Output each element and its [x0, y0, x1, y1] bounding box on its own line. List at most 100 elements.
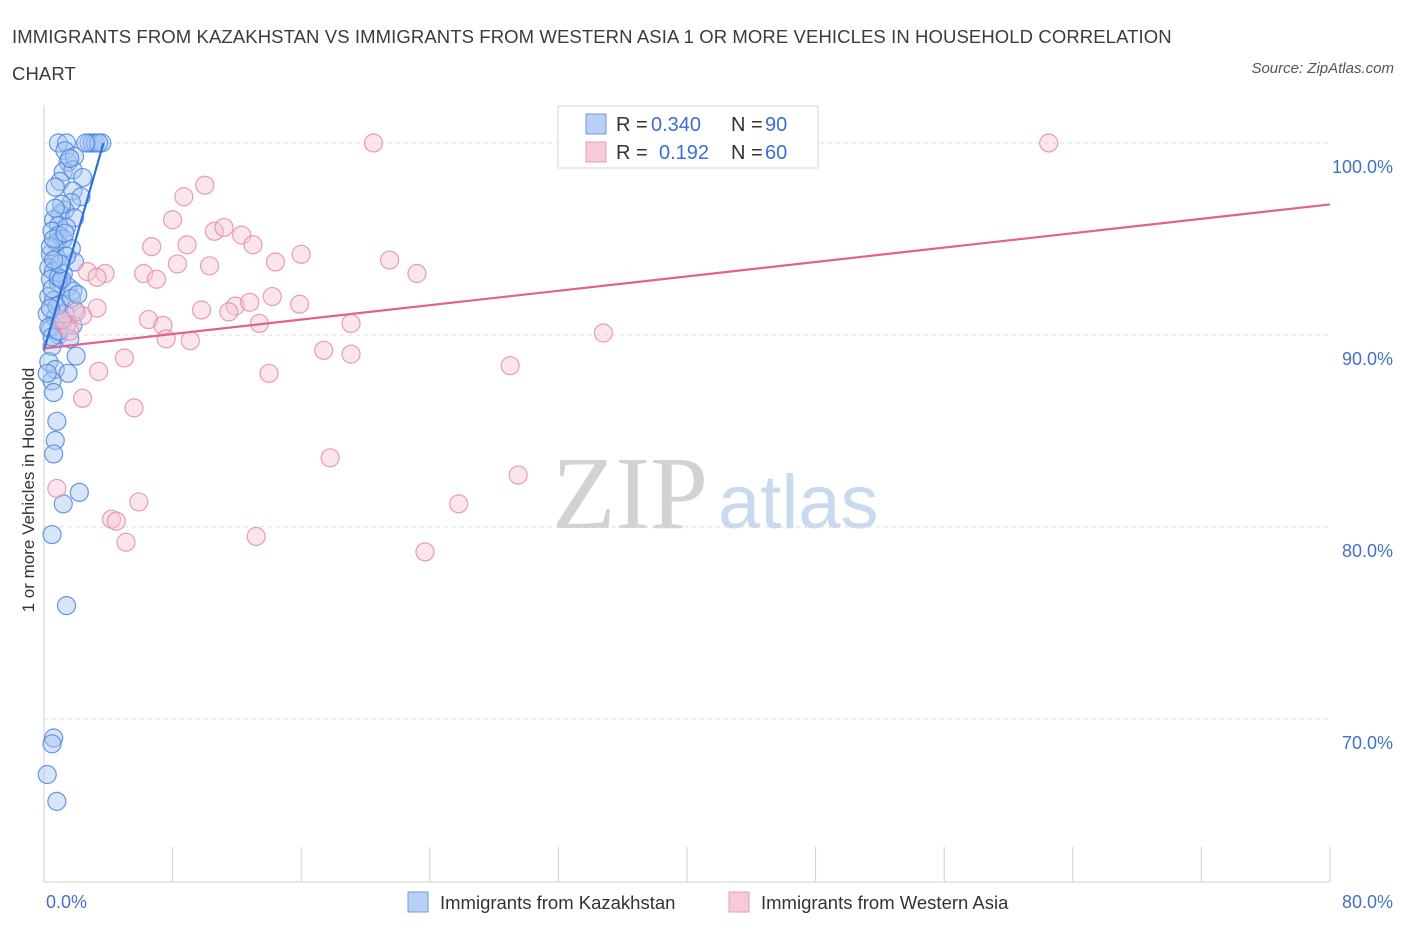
- data-point-western-asia: [199, 256, 220, 276]
- data-point-western-asia: [289, 294, 310, 314]
- data-point-kazakhstan: [44, 382, 64, 403]
- data-point-western-asia: [156, 329, 176, 349]
- data-point-western-asia: [449, 494, 469, 514]
- data-point-kazakhstan: [44, 444, 64, 464]
- data-point-kazakhstan: [56, 595, 77, 616]
- data-point-western-asia: [77, 261, 98, 282]
- legend-r-value-1: 0.340: [651, 114, 701, 136]
- legend-r-label-2: R =: [616, 142, 648, 164]
- y-tick-label-70: 70.0%: [1342, 733, 1393, 753]
- legend-swatch-blue: [585, 113, 607, 135]
- data-point-western-asia: [262, 286, 282, 307]
- x-tick-label-max: 80.0%: [1342, 892, 1393, 912]
- data-point-western-asia: [341, 344, 361, 364]
- legend-n-value-1: 90: [765, 114, 787, 136]
- data-point-western-asia: [177, 235, 197, 255]
- bottom-legend-label-western-asia: Immigrants from Western Asia: [761, 892, 1009, 913]
- y-axis-title: 1 or more Vehicles in Household: [19, 368, 38, 613]
- y-tick-label-80: 80.0%: [1342, 541, 1393, 561]
- data-point-western-asia: [219, 302, 239, 322]
- trend-line-western-asia: [43, 203, 1331, 350]
- data-point-western-asia: [167, 254, 188, 274]
- data-point-western-asia: [106, 511, 126, 531]
- legend-n-value-2: 60: [765, 142, 787, 164]
- data-point-western-asia: [204, 221, 224, 241]
- data-point-western-asia: [246, 526, 266, 547]
- data-point-western-asia: [214, 217, 234, 238]
- chart-title: IMMIGRANTS FROM KAZAKHSTAN VS IMMIGRANTS…: [12, 26, 1172, 84]
- data-point-western-asia: [415, 542, 435, 562]
- trend-line-kazakhstan: [42, 142, 105, 351]
- data-point-western-asia: [89, 361, 109, 382]
- data-point-western-asia: [243, 235, 263, 255]
- watermark-zip: ZIP: [552, 436, 708, 551]
- bottom-legend-swatch-blue: [407, 891, 429, 913]
- axes: 0.0% 80.0% 1 or more Vehicles in Household: [19, 105, 1393, 912]
- data-point-western-asia: [259, 363, 279, 383]
- data-point-kazakhstan: [55, 223, 75, 243]
- data-point-kazakhstan: [42, 734, 62, 754]
- x-tick-label-min: 0.0%: [46, 892, 87, 912]
- data-point-kazakhstan: [68, 285, 88, 305]
- data-point-western-asia: [320, 448, 340, 468]
- legend-r-value-2: 0.192: [659, 142, 709, 164]
- data-point-western-asia: [87, 267, 107, 287]
- bottom-legend-label-kazakhstan: Immigrants from Kazakhstan: [440, 892, 675, 913]
- bottom-legend-swatch-pink: [728, 891, 750, 913]
- data-point-western-asia: [291, 244, 311, 264]
- watermark-atlas: atlas: [718, 460, 879, 545]
- data-point-western-asia: [142, 237, 162, 257]
- source-label: Source: ZipAtlas.com: [1251, 60, 1394, 77]
- correlation-legend: R = 0.340 N = 90 R = 0.192 N = 60: [557, 105, 819, 169]
- y-tick-label-100: 100.0%: [1332, 157, 1393, 177]
- series-legend: Immigrants from Kazakhstan Immigrants fr…: [407, 891, 1009, 913]
- data-point-kazakhstan: [45, 177, 65, 197]
- legend-n-label-1: N =: [731, 114, 763, 136]
- data-point-western-asia: [47, 478, 67, 499]
- data-point-western-asia: [508, 465, 528, 485]
- data-point-kazakhstan: [71, 187, 91, 207]
- data-point-kazakhstan: [58, 363, 78, 383]
- data-point-western-asia: [114, 348, 134, 368]
- data-point-kazakhstan: [45, 198, 65, 218]
- data-point-kazakhstan: [44, 250, 64, 270]
- data-point-western-asia: [500, 356, 520, 376]
- data-point-kazakhstan: [48, 133, 69, 153]
- data-point-kazakhstan: [76, 133, 96, 153]
- data-point-western-asia: [72, 388, 93, 408]
- data-point-kazakhstan: [72, 167, 93, 188]
- data-point-kazakhstan: [42, 524, 62, 545]
- data-point-western-asia: [265, 252, 286, 272]
- watermark: ZIP atlas: [552, 436, 879, 551]
- data-point-kazakhstan: [37, 363, 57, 383]
- data-point-western-asia: [116, 532, 136, 552]
- y-tick-label-90: 90.0%: [1342, 349, 1393, 369]
- data-point-western-asia: [314, 340, 334, 360]
- data-point-western-asia: [363, 133, 384, 153]
- data-point-kazakhstan: [47, 411, 67, 431]
- data-point-western-asia: [180, 331, 200, 351]
- data-point-kazakhstan: [44, 229, 64, 249]
- data-point-western-asia: [191, 300, 212, 320]
- data-point-western-asia: [163, 210, 183, 230]
- legend-swatch-pink: [585, 141, 607, 163]
- data-point-western-asia: [195, 175, 215, 195]
- data-point-western-asia: [380, 250, 400, 270]
- data-point-kazakhstan: [69, 482, 89, 502]
- data-point-kazakhstan: [66, 346, 86, 366]
- data-point-western-asia: [174, 187, 194, 207]
- data-point-western-asia: [124, 398, 144, 418]
- data-point-kazakhstan: [60, 148, 80, 168]
- trend-lines: [42, 142, 1331, 351]
- data-point-kazakhstan: [47, 791, 67, 811]
- data-point-western-asia: [138, 309, 159, 330]
- data-point-western-asia: [407, 263, 427, 284]
- data-point-kazakhstan: [64, 208, 85, 228]
- data-point-kazakhstan: [63, 160, 83, 180]
- legend-n-label-2: N =: [731, 142, 763, 164]
- legend-r-label-1: R =: [616, 114, 648, 136]
- series-kazakhstan: [37, 133, 112, 811]
- data-point-western-asia: [593, 323, 614, 343]
- data-point-western-asia: [341, 313, 361, 334]
